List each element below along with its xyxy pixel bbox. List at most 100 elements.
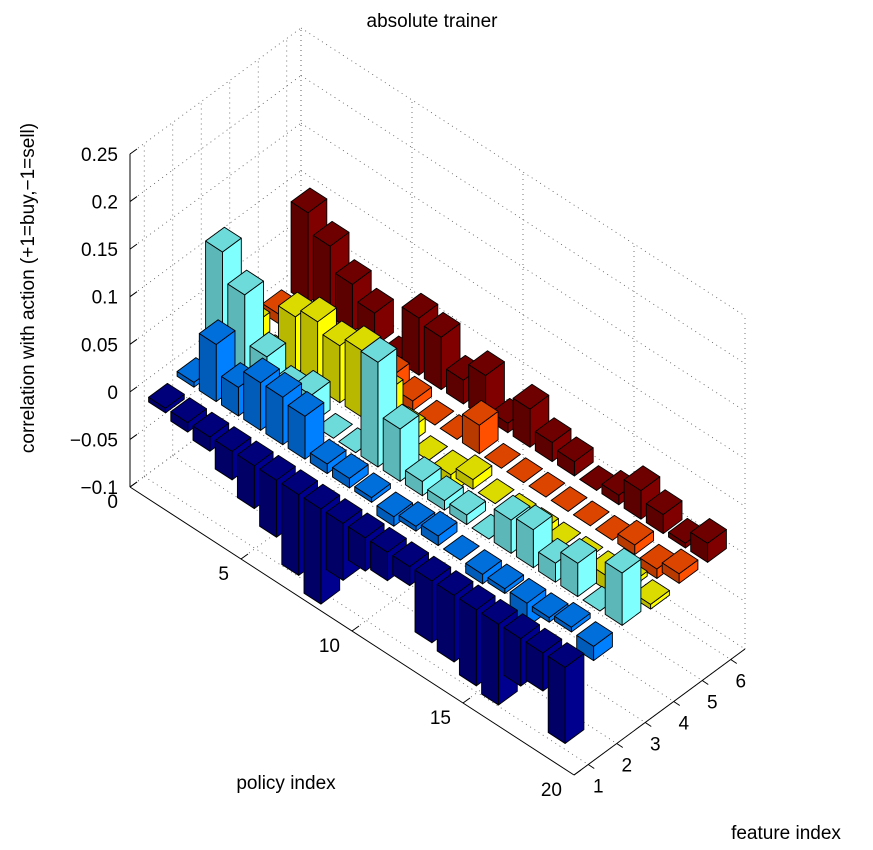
bar <box>354 472 391 503</box>
bar <box>382 403 420 482</box>
bar-top-face <box>325 498 363 524</box>
bar <box>572 500 610 527</box>
y-tick-label: 10 <box>319 636 340 657</box>
bar-top-face <box>484 442 521 469</box>
bar-top-face <box>243 357 280 384</box>
x-tick-label: 4 <box>678 714 689 735</box>
grid-line <box>129 122 302 250</box>
y-axis-label: policy index <box>236 773 336 794</box>
bar-top-face <box>509 577 547 604</box>
bar <box>357 287 394 347</box>
bar-top-face <box>344 325 382 352</box>
bar-top-face <box>423 311 461 338</box>
y-tick-label: 20 <box>541 780 562 801</box>
x-axis-label: feature index <box>731 823 841 844</box>
x-tick-label: 2 <box>621 756 632 777</box>
bar-top-face <box>420 510 458 537</box>
x-tick <box>701 680 709 685</box>
bar-top-face <box>477 478 515 505</box>
z-tick-label: 0.05 <box>81 335 118 356</box>
bar-top-face <box>572 500 610 527</box>
bar-top-face <box>528 471 566 498</box>
bar-top-face <box>392 541 429 568</box>
bar <box>420 510 458 547</box>
bar-top-face <box>354 472 391 499</box>
bar <box>170 397 207 433</box>
bar-side-face <box>259 468 277 538</box>
bar-top-face <box>332 453 369 479</box>
bar <box>554 601 591 633</box>
bar-top-face <box>170 397 207 424</box>
bar <box>332 453 369 489</box>
bar <box>427 475 464 511</box>
bar-top-face <box>617 519 654 546</box>
bar-side-face <box>344 339 363 418</box>
grid-line <box>129 170 302 298</box>
y-tick <box>351 625 360 632</box>
x-axis-line <box>573 648 746 776</box>
bar-top-face <box>382 403 420 430</box>
bar <box>484 442 521 469</box>
bar <box>557 436 594 477</box>
bar-top-face <box>309 438 347 465</box>
bar-top-face <box>265 371 303 398</box>
bar <box>148 382 185 414</box>
bar-side-face <box>303 497 322 605</box>
bar-top-face <box>576 621 613 647</box>
bar <box>461 399 499 455</box>
bar-top-face <box>512 383 550 410</box>
chart-title: absolute trainer <box>367 11 499 32</box>
bar-top-face <box>503 613 540 640</box>
bar-top-face <box>316 412 353 439</box>
bar-top-face <box>455 454 493 481</box>
bar-top-face <box>312 220 350 247</box>
x-tick <box>673 701 681 706</box>
bar <box>639 543 677 579</box>
bar <box>690 518 727 563</box>
x-tick <box>644 722 652 727</box>
z-tick-label: 0.1 <box>92 288 118 309</box>
chart-axes: −0.1 −0.05 0 0.05 0.1 0.15 0.2 0.25 0 5 10 15 20 1234… <box>70 145 746 801</box>
bar <box>477 478 515 505</box>
bar-top-face <box>370 526 407 553</box>
bar-side-face <box>281 483 300 576</box>
x-tick-label: 3 <box>650 735 661 756</box>
y-tick <box>573 769 582 776</box>
bar-top-face <box>531 592 569 619</box>
bar-top-face <box>293 369 331 396</box>
bar-top-face <box>357 287 394 314</box>
x-tick <box>587 764 595 769</box>
bar-top-face <box>515 504 553 531</box>
bar-side-face <box>414 569 433 644</box>
bar-top-face <box>347 512 385 539</box>
bar <box>661 548 699 584</box>
bar <box>449 489 486 526</box>
bar <box>560 538 597 598</box>
bar-front-face <box>564 653 585 744</box>
bar-top-face <box>661 548 699 575</box>
x-tick-label: 6 <box>735 672 746 693</box>
bar-top-face <box>506 457 543 484</box>
bar <box>547 642 585 744</box>
z-tick-label: −0.05 <box>70 430 118 451</box>
bar <box>443 534 480 561</box>
y-tick <box>129 481 138 488</box>
bar-top-face <box>148 382 185 409</box>
x-tick-label: 1 <box>593 777 604 798</box>
grid-line <box>129 75 302 202</box>
bar-top-face <box>481 598 518 625</box>
bar-top-face <box>414 555 452 582</box>
bar-top-face <box>633 579 670 605</box>
bar-top-face <box>436 570 474 596</box>
bar <box>604 547 642 626</box>
bar-top-face <box>645 489 683 515</box>
bar-top-face <box>205 226 242 253</box>
bar-top-face <box>534 417 572 443</box>
bar-top-face <box>303 483 341 510</box>
bar <box>392 541 429 587</box>
bar-side-face <box>198 333 217 403</box>
bar-top-face <box>290 187 328 214</box>
bar-top-face <box>192 411 230 438</box>
bar-side-face <box>290 201 309 304</box>
